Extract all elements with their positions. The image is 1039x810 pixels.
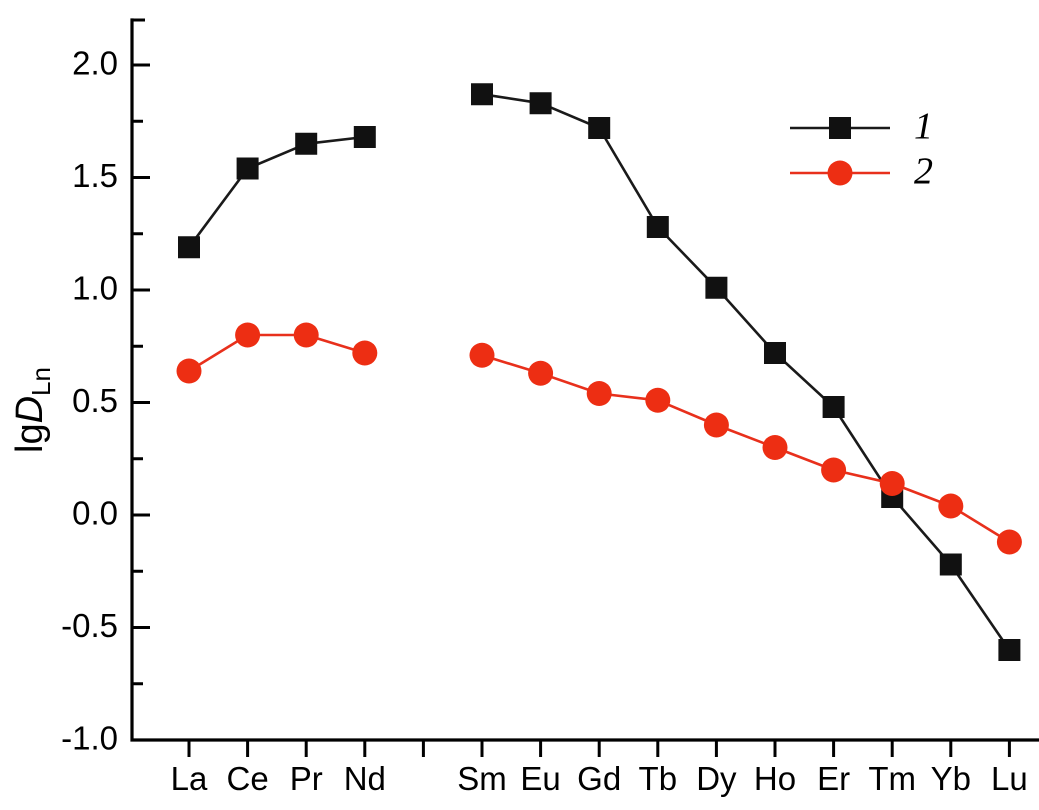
marker-series1-Dy xyxy=(705,276,728,299)
y-title-subscript: Ln xyxy=(26,367,56,396)
x-tick-label-pr: Pr xyxy=(290,760,323,797)
marker-series1-Ho xyxy=(764,342,786,364)
marker-series1-Sm xyxy=(471,83,493,106)
legend-marker-circle xyxy=(827,160,853,186)
y-tick-label-0: 2.0 xyxy=(72,45,118,82)
chart-legend[interactable]: 12 xyxy=(790,106,933,193)
y-tick-label-3: 0.5 xyxy=(72,382,118,419)
marker-series1-Pr xyxy=(295,132,318,155)
marker-series1-Gd xyxy=(588,117,611,139)
x-tick-label-tb: Tb xyxy=(639,760,678,797)
axes xyxy=(130,18,1039,742)
y-axis-title-text: lgDLn xyxy=(9,367,56,453)
x-tick-label-eu: Eu xyxy=(520,760,560,797)
x-tick-label-gd: Gd xyxy=(577,760,621,797)
marker-series2-Ce xyxy=(235,322,261,348)
x-axis-tick-labels: La Ce Pr Nd Sm Eu Gd Tb Dy Ho Er Tm Yb Lu xyxy=(171,760,1028,797)
y-tick-label-4: 0.0 xyxy=(72,495,118,532)
data-series xyxy=(176,83,1022,661)
x-tick-label-dy: Dy xyxy=(696,760,737,797)
y-tick-label-2: 1.0 xyxy=(72,270,118,307)
x-tick-label-lu: Lu xyxy=(991,760,1028,797)
marker-series2-Gd xyxy=(586,381,612,406)
marker-series2-Pr xyxy=(293,322,319,348)
marker-series2-Eu xyxy=(528,360,554,386)
y-axis-tick-labels: 2.0 1.5 1.0 0.5 0.0 -0.5 -1.0 xyxy=(61,45,118,757)
marker-series1-Yb xyxy=(939,553,962,576)
series-1 xyxy=(178,83,1021,661)
marker-series1-Tb xyxy=(646,216,669,238)
y-tick-label-5: -0.5 xyxy=(61,607,118,644)
marker-series2-Tb xyxy=(645,387,671,413)
legend-label-1: 1 xyxy=(914,106,933,148)
marker-series2-Ho xyxy=(762,435,788,460)
x-tick-label-er: Er xyxy=(817,760,850,797)
y-tick-label-6: -1.0 xyxy=(61,720,118,757)
marker-series2-Lu xyxy=(996,529,1022,555)
y-axis-ticks xyxy=(132,63,150,742)
marker-series2-La xyxy=(176,358,202,384)
series-1-line-0 xyxy=(187,135,365,249)
marker-series2-Nd xyxy=(352,340,378,366)
y-title-prefix: lg xyxy=(9,423,51,453)
legend-entry-1[interactable]: 1 xyxy=(790,106,933,148)
marker-series2-Tm xyxy=(879,471,905,496)
marker-series2-Er xyxy=(821,457,847,483)
x-tick-label-ho: Ho xyxy=(754,760,796,797)
marker-series1-Nd xyxy=(353,126,376,148)
marker-series1-Lu xyxy=(998,639,1021,661)
x-tick-label-yb: Yb xyxy=(931,760,971,797)
marker-series2-Yb xyxy=(938,493,964,519)
series-2 xyxy=(176,322,1022,555)
marker-series1-Eu xyxy=(529,92,552,115)
legend-label-2: 2 xyxy=(914,151,933,193)
x-axis-ticks xyxy=(187,740,1011,757)
x-tick-label-sm: Sm xyxy=(457,760,507,797)
marker-series1-Er xyxy=(822,396,845,418)
y-axis-title-group: lgDLn xyxy=(9,367,56,453)
marker-series2-Dy xyxy=(703,412,729,438)
x-tick-label-la: La xyxy=(171,760,208,797)
axis-spine xyxy=(130,18,1039,742)
x-tick-label-ce: Ce xyxy=(227,760,269,797)
legend-marker-square xyxy=(829,117,851,139)
marker-series1-Ce xyxy=(236,157,259,180)
marker-series2-Sm xyxy=(469,342,495,368)
series-2-line-0 xyxy=(188,333,366,373)
y-title-italic: D xyxy=(9,396,51,423)
y-tick-label-1: 1.5 xyxy=(72,157,118,194)
legend-entry-2[interactable]: 2 xyxy=(790,151,933,193)
x-tick-label-tm: Tm xyxy=(868,760,916,797)
series-2-line-1 xyxy=(481,354,1011,544)
series-1-line-1 xyxy=(481,92,1011,651)
x-tick-label-nd: Nd xyxy=(344,760,386,797)
y-axis-title: lgDLn xyxy=(9,367,56,453)
marker-series1-La xyxy=(178,236,200,259)
